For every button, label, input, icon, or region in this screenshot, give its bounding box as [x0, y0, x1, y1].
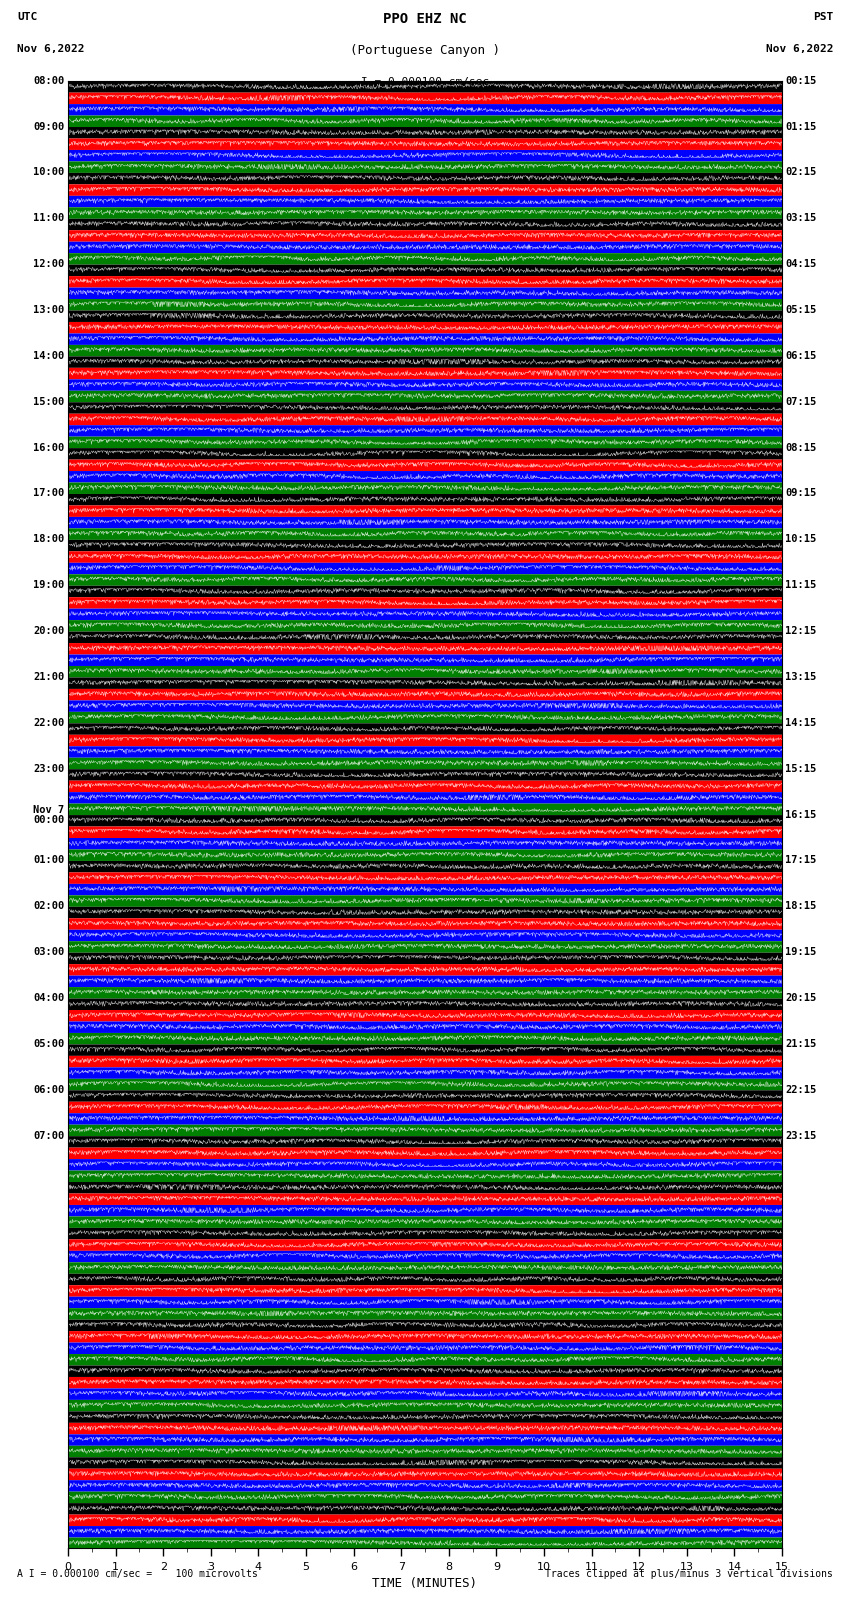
Text: 01:15: 01:15 — [785, 121, 817, 132]
Text: 10:15: 10:15 — [785, 534, 817, 544]
Text: 05:00: 05:00 — [33, 1039, 65, 1048]
Text: 10:00: 10:00 — [33, 168, 65, 177]
Text: 14:15: 14:15 — [785, 718, 817, 727]
Text: I = 0.000100 cm/sec: I = 0.000100 cm/sec — [361, 77, 489, 87]
Text: 06:15: 06:15 — [785, 352, 817, 361]
Text: 02:15: 02:15 — [785, 168, 817, 177]
Text: 08:00: 08:00 — [33, 76, 65, 85]
Text: 00:15: 00:15 — [785, 76, 817, 85]
Text: 22:15: 22:15 — [785, 1086, 817, 1095]
Text: PST: PST — [813, 13, 833, 23]
Text: A I = 0.000100 cm/sec =    100 microvolts: A I = 0.000100 cm/sec = 100 microvolts — [17, 1569, 258, 1579]
Text: 16:15: 16:15 — [785, 810, 817, 819]
Text: Nov 6,2022: Nov 6,2022 — [766, 45, 833, 55]
Text: Traces clipped at plus/minus 3 vertical divisions: Traces clipped at plus/minus 3 vertical … — [545, 1569, 833, 1579]
Text: 21:00: 21:00 — [33, 673, 65, 682]
Text: 13:00: 13:00 — [33, 305, 65, 315]
Text: 14:00: 14:00 — [33, 352, 65, 361]
Text: Nov 6,2022: Nov 6,2022 — [17, 45, 84, 55]
Text: 11:00: 11:00 — [33, 213, 65, 223]
Text: 18:15: 18:15 — [785, 902, 817, 911]
Text: 23:15: 23:15 — [785, 1131, 817, 1140]
Text: 22:00: 22:00 — [33, 718, 65, 727]
Text: 00:00: 00:00 — [33, 815, 65, 824]
Text: 12:15: 12:15 — [785, 626, 817, 636]
Text: 11:15: 11:15 — [785, 581, 817, 590]
Text: 07:00: 07:00 — [33, 1131, 65, 1140]
Text: 17:00: 17:00 — [33, 489, 65, 498]
Text: 12:00: 12:00 — [33, 260, 65, 269]
Text: 01:00: 01:00 — [33, 855, 65, 866]
Text: 16:00: 16:00 — [33, 442, 65, 453]
Text: 23:00: 23:00 — [33, 763, 65, 774]
Text: 07:15: 07:15 — [785, 397, 817, 406]
Text: 20:15: 20:15 — [785, 994, 817, 1003]
Text: 19:00: 19:00 — [33, 581, 65, 590]
Text: 03:00: 03:00 — [33, 947, 65, 957]
Text: (Portuguese Canyon ): (Portuguese Canyon ) — [350, 45, 500, 58]
Text: 06:00: 06:00 — [33, 1086, 65, 1095]
Text: 18:00: 18:00 — [33, 534, 65, 544]
Text: 09:00: 09:00 — [33, 121, 65, 132]
Text: 04:00: 04:00 — [33, 994, 65, 1003]
Text: 19:15: 19:15 — [785, 947, 817, 957]
Text: Nov 7: Nov 7 — [33, 805, 65, 815]
Text: 03:15: 03:15 — [785, 213, 817, 223]
Text: 17:15: 17:15 — [785, 855, 817, 866]
Text: 02:00: 02:00 — [33, 902, 65, 911]
Text: PPO EHZ NC: PPO EHZ NC — [383, 13, 467, 26]
Text: 15:15: 15:15 — [785, 763, 817, 774]
X-axis label: TIME (MINUTES): TIME (MINUTES) — [372, 1578, 478, 1590]
Text: 15:00: 15:00 — [33, 397, 65, 406]
Text: 09:15: 09:15 — [785, 489, 817, 498]
Text: 05:15: 05:15 — [785, 305, 817, 315]
Text: 08:15: 08:15 — [785, 442, 817, 453]
Text: 04:15: 04:15 — [785, 260, 817, 269]
Text: 13:15: 13:15 — [785, 673, 817, 682]
Text: 20:00: 20:00 — [33, 626, 65, 636]
Text: UTC: UTC — [17, 13, 37, 23]
Text: 21:15: 21:15 — [785, 1039, 817, 1048]
